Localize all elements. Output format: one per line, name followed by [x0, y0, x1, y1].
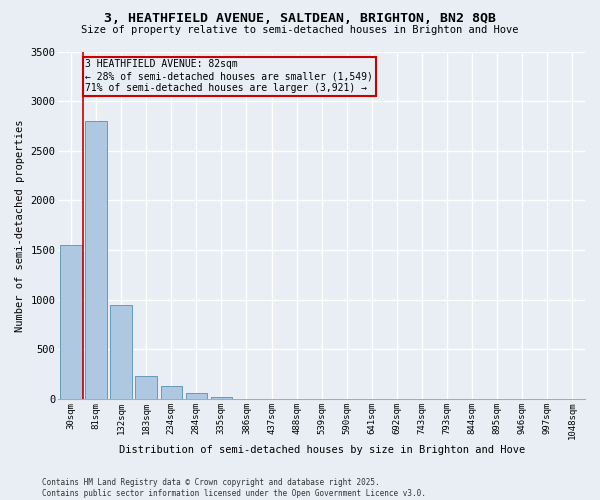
Text: Contains HM Land Registry data © Crown copyright and database right 2025.
Contai: Contains HM Land Registry data © Crown c…: [42, 478, 426, 498]
X-axis label: Distribution of semi-detached houses by size in Brighton and Hove: Distribution of semi-detached houses by …: [119, 445, 525, 455]
Text: Size of property relative to semi-detached houses in Brighton and Hove: Size of property relative to semi-detach…: [81, 25, 519, 35]
Bar: [136, 376, 157, 399]
Bar: [211, 396, 232, 399]
Bar: [161, 386, 182, 399]
Text: 3 HEATHFIELD AVENUE: 82sqm
← 28% of semi-detached houses are smaller (1,549)
71%: 3 HEATHFIELD AVENUE: 82sqm ← 28% of semi…: [85, 60, 373, 92]
Y-axis label: Number of semi-detached properties: Number of semi-detached properties: [15, 119, 25, 332]
Bar: [185, 393, 207, 399]
Bar: [110, 304, 131, 399]
Bar: [60, 245, 82, 399]
Bar: [85, 121, 107, 399]
Text: 3, HEATHFIELD AVENUE, SALTDEAN, BRIGHTON, BN2 8QB: 3, HEATHFIELD AVENUE, SALTDEAN, BRIGHTON…: [104, 12, 496, 26]
